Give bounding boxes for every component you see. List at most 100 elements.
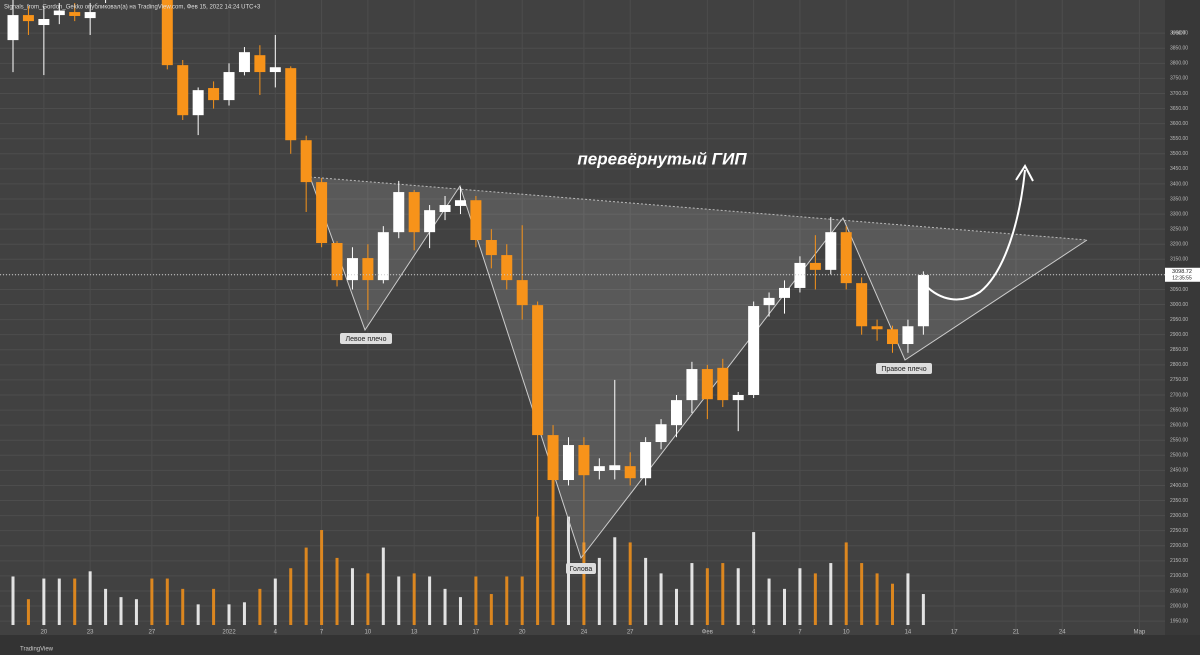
volume-bar — [844, 542, 848, 625]
volume-bar — [505, 576, 509, 625]
volume-bar — [412, 573, 416, 625]
arrow-head — [1015, 164, 1034, 182]
volume-bar — [212, 588, 216, 625]
candle-body — [393, 192, 405, 233]
volume-bar — [891, 583, 895, 625]
candle-body — [362, 258, 374, 281]
y-tick-label: 3850.00 — [1170, 46, 1188, 52]
volume-bar — [906, 573, 910, 625]
x-tick-label: Мар — [1134, 630, 1146, 636]
volume-bar — [458, 597, 462, 625]
volume-bar — [829, 563, 833, 625]
x-tick-label: 27 — [627, 630, 634, 636]
candle-body — [578, 445, 590, 476]
y-tick-label: 2600.00 — [1170, 422, 1188, 428]
x-tick-label: 4 — [752, 630, 756, 636]
x-tick-label: 4 — [274, 630, 278, 636]
candle-body — [532, 305, 544, 436]
volume-bar — [674, 588, 678, 625]
x-tick-label: 2022 — [222, 630, 236, 636]
volume-bar — [73, 578, 77, 625]
y-tick-label: 2350.00 — [1170, 498, 1188, 504]
candle-body — [670, 400, 682, 426]
volume-bar — [242, 602, 246, 625]
volume-bar — [104, 588, 108, 625]
volume-bar — [705, 568, 709, 625]
candle-body — [902, 326, 914, 345]
y-tick-label: 2000.00 — [1170, 603, 1188, 609]
volume-bar — [443, 588, 447, 625]
candle-body — [377, 232, 389, 281]
volume-bar — [196, 604, 200, 625]
pattern-line — [309, 176, 1088, 560]
candle-body — [22, 15, 34, 22]
volume-bar — [474, 576, 478, 625]
volume-bar — [289, 568, 293, 625]
candle-body — [84, 12, 96, 19]
candle-body — [840, 232, 852, 284]
candle-body — [223, 72, 235, 101]
x-tick-label: 17 — [473, 630, 480, 636]
volume-bar — [304, 547, 308, 625]
label-box — [876, 363, 932, 374]
candle-body — [686, 369, 698, 401]
candle-body — [161, 0, 173, 66]
y-tick-label: 2300.00 — [1170, 513, 1188, 519]
last-price: 3098.72 — [1172, 269, 1192, 275]
countdown: 12:35:55 — [1172, 276, 1192, 282]
candle-body — [794, 262, 806, 288]
time-axis-bg — [0, 635, 1200, 655]
y-tick-label: 3450.00 — [1170, 166, 1188, 172]
volume-bar — [798, 568, 802, 625]
y-tick-label: 3400.00 — [1170, 181, 1188, 187]
volume-bar — [644, 557, 648, 625]
candle-body — [7, 15, 19, 41]
candle-body — [763, 297, 775, 306]
volume-bar — [551, 465, 555, 625]
candle-body — [177, 65, 189, 116]
x-tick-label: 10 — [843, 630, 850, 636]
candle-body — [501, 255, 513, 281]
y-tick-label: 2700.00 — [1170, 392, 1188, 398]
pattern-title: перевёрнутый ГИП — [577, 149, 747, 168]
volume-bar — [397, 576, 401, 625]
candle-body — [192, 90, 204, 116]
volume-bar — [134, 599, 138, 625]
candle-body — [609, 465, 621, 471]
volume-bar — [42, 578, 46, 625]
arrow — [924, 169, 1026, 301]
y-tick-label: 2850.00 — [1170, 347, 1188, 353]
volume-bar — [26, 599, 30, 625]
candle-body — [856, 283, 868, 327]
y-tick-label: 2800.00 — [1170, 362, 1188, 368]
volume-bar — [690, 563, 694, 625]
candle-body — [331, 243, 343, 281]
volume-bar — [165, 578, 169, 625]
y-tick-label: 3050.00 — [1170, 287, 1188, 293]
volume-bar — [752, 532, 756, 625]
candle-body — [208, 88, 220, 101]
x-tick-label: Фев — [702, 630, 713, 636]
volume-bar — [860, 563, 864, 625]
candle-body — [640, 442, 652, 479]
volume-bar — [88, 571, 92, 625]
volume-bar — [659, 573, 663, 625]
y-tick-label: 2500.00 — [1170, 453, 1188, 459]
volume-bar — [119, 597, 123, 625]
candle-body — [562, 445, 574, 481]
y-tick-label: 2650.00 — [1170, 407, 1188, 413]
y-tick-label: 3550.00 — [1170, 136, 1188, 142]
volume-bar — [366, 573, 370, 625]
price-tag — [1165, 267, 1200, 282]
candle-body — [717, 367, 729, 401]
volume-bar — [628, 542, 632, 625]
volume-bar — [736, 568, 740, 625]
candle-body — [624, 466, 636, 479]
candle-body — [254, 55, 266, 73]
x-tick-label: 7 — [798, 630, 802, 636]
candle-body — [470, 200, 482, 241]
y-tick-label: 3800.00 — [1170, 61, 1188, 67]
x-tick-label: 13 — [411, 630, 418, 636]
y-tick-label: 1950.00 — [1170, 618, 1188, 624]
x-tick-label: 24 — [581, 630, 588, 636]
